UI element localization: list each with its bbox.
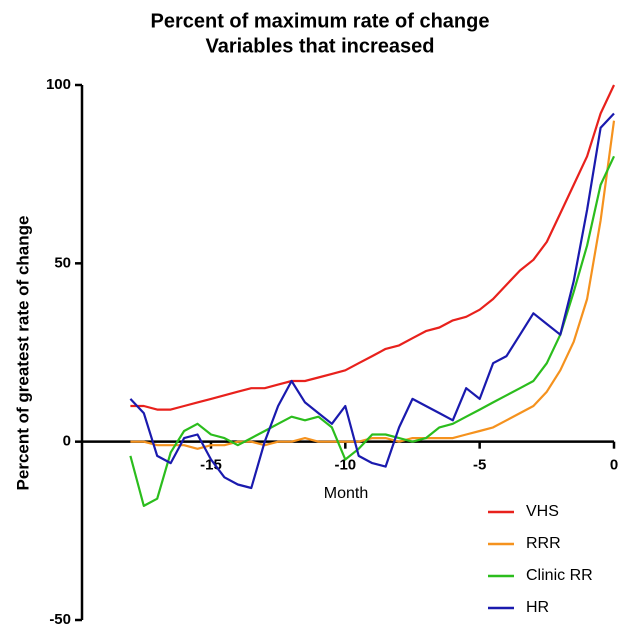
legend-label: RRR [526, 535, 561, 552]
series-line [129, 112, 615, 490]
chart-subtitle: Variables that increased [205, 35, 434, 57]
legend-label: Clinic RR [526, 567, 593, 584]
x-tick-label: 0 [610, 457, 618, 474]
series-line [130, 120, 616, 450]
x-axis-label: Month [324, 485, 368, 502]
x-tick-label: -15 [200, 457, 222, 474]
y-tick-label: 100 [46, 76, 71, 93]
series-line [130, 84, 615, 411]
y-axis-label: Percent of greatest rate of change [13, 216, 32, 491]
chart-title: Percent of maximum rate of change [151, 10, 490, 32]
legend-label: HR [526, 599, 549, 616]
x-tick-label: -10 [334, 457, 356, 474]
series-line [129, 155, 615, 507]
y-tick-label: 50 [54, 254, 71, 271]
y-tick-label: -50 [49, 611, 71, 628]
x-tick-label: -5 [473, 457, 486, 474]
y-tick-label: 0 [63, 433, 71, 450]
legend-label: VHS [526, 503, 559, 520]
